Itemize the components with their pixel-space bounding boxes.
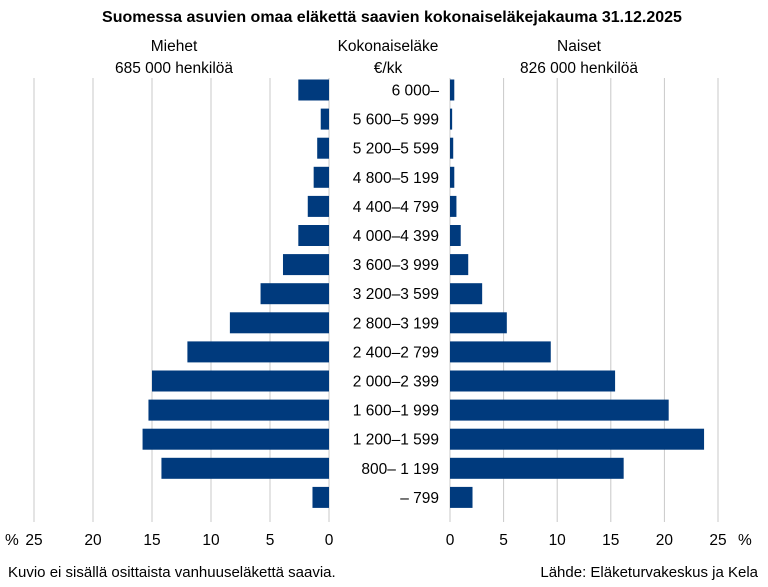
category-label: 5 200–5 599 [353, 141, 439, 158]
right-gridlines [449, 78, 719, 522]
bar-miehet [317, 137, 329, 159]
category-label: 4 000–4 399 [353, 228, 439, 245]
center-axis-label-line2: €/kk [374, 60, 403, 77]
source-note: Lähde: Eläketurvakeskus ja Kela [540, 564, 758, 581]
bar-miehet [142, 428, 329, 450]
left-tick-label: 25 [25, 532, 42, 549]
bar-miehet [161, 457, 329, 479]
left-unit-label: % [5, 532, 19, 549]
bar-naiset [450, 195, 457, 217]
bar-naiset [450, 399, 669, 421]
bar-miehet [320, 108, 329, 130]
right-tick-labels: 0 5 10 15 20 25 [446, 532, 727, 549]
bar-naiset [450, 370, 616, 392]
right-unit-label: % [738, 532, 752, 549]
right-series-name: Naiset [557, 38, 602, 55]
right-tick-label: 5 [499, 532, 508, 549]
bar-miehet [313, 166, 329, 188]
bar-naiset [450, 108, 453, 130]
category-label: 3 600–3 999 [353, 257, 439, 274]
category-labels: 6 000– 5 600–5 999 5 200–5 599 4 800–5 199 4… [353, 83, 440, 507]
category-label: 4 400–4 799 [353, 199, 439, 216]
right-tick-label: 20 [656, 532, 674, 549]
footnote: Kuvio ei sisällä osittaista vanhuuseläke… [8, 564, 336, 581]
bar-naiset [450, 283, 483, 305]
right-series-subtitle: 826 000 henkilöä [520, 60, 638, 77]
category-label: 2 800–3 199 [353, 315, 439, 332]
center-axis-label-line1: Kokonaiseläke [338, 38, 439, 55]
bar-miehet [298, 225, 329, 246]
bar-naiset [450, 486, 473, 508]
category-label: 6 000– [392, 83, 440, 100]
bar-miehet [260, 283, 329, 305]
category-label: 5 600–5 999 [353, 112, 439, 129]
category-label: – 799 [400, 490, 439, 507]
category-label: 2 400–2 799 [353, 344, 439, 361]
right-tick-label: 15 [602, 532, 619, 549]
bar-miehet [298, 79, 329, 101]
bar-miehet [148, 399, 329, 421]
right-tick-label: 25 [709, 532, 726, 549]
left-series-subtitle: 685 000 henkilöä [115, 60, 233, 77]
left-tick-label: 10 [202, 532, 220, 549]
category-label: 800– 1 199 [361, 461, 439, 478]
left-tick-label: 15 [143, 532, 160, 549]
bar-naiset [450, 312, 507, 334]
bar-miehet [229, 312, 329, 334]
category-label: 3 200–3 599 [353, 286, 439, 303]
bar-miehet [312, 486, 329, 508]
chart-title: Suomessa asuvien omaa eläkettä saavien k… [102, 9, 682, 26]
bar-naiset [450, 225, 461, 246]
bar-naiset [450, 457, 624, 479]
bar-miehet [307, 195, 329, 217]
left-tick-label: 5 [266, 532, 275, 549]
right-tick-label: 0 [446, 532, 455, 549]
bar-naiset [450, 428, 705, 450]
left-tick-label: 0 [325, 532, 334, 549]
right-tick-label: 10 [549, 532, 567, 549]
left-tick-label: 20 [84, 532, 102, 549]
category-label: 4 800–5 199 [353, 170, 439, 187]
left-series-name: Miehet [151, 38, 198, 55]
bar-miehet [152, 370, 329, 392]
bar-naiset [450, 341, 551, 363]
bar-naiset [450, 79, 455, 101]
left-bars [142, 79, 329, 508]
right-bars [450, 79, 705, 508]
bar-naiset [450, 137, 454, 159]
category-label: 1 600–1 999 [353, 403, 439, 420]
bar-naiset [450, 254, 469, 276]
bar-naiset [450, 166, 455, 188]
bar-miehet [282, 254, 329, 276]
category-label: 1 200–1 599 [353, 432, 439, 449]
bar-miehet [187, 341, 329, 363]
category-label: 2 000–2 399 [353, 374, 439, 391]
left-tick-labels: 0 5 10 15 20 25 [25, 532, 333, 549]
